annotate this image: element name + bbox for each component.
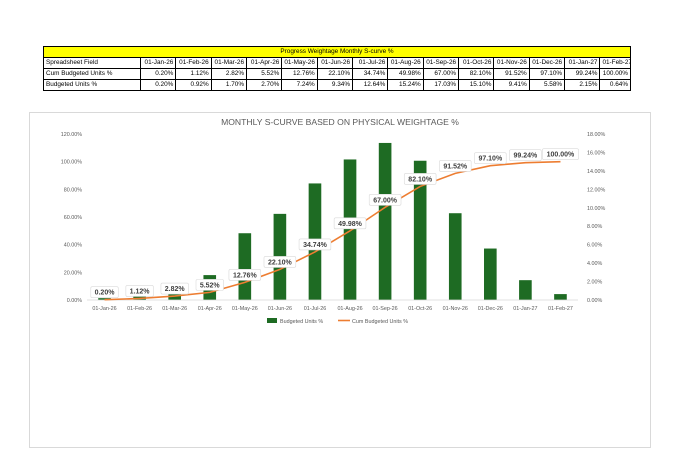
x-tick-label: 01-Jun-26 [268,306,292,312]
table-cell: 1.70% [210,79,248,91]
y-left-tick-label: 20.00% [64,270,82,276]
data-label: 0.20% [95,290,116,297]
data-label: 99.24% [514,153,539,160]
data-label: 12.76% [233,272,258,279]
x-tick-label: 01-Jan-27 [513,306,537,312]
y-right-tick-label: 2.00% [587,280,602,286]
table-cell: 5.58% [528,79,566,91]
x-tick-label: 01-Aug-26 [337,306,362,312]
data-label: 34.74% [303,242,328,249]
data-label: 1.12% [130,288,151,295]
x-tick-label: 01-Oct-26 [408,306,432,312]
x-tick-label: 01-Feb-27 [548,306,573,312]
chart-area [29,112,651,448]
data-label-box [439,160,472,172]
bar [554,294,567,300]
data-label: 2.82% [165,286,186,293]
data-label: 91.52% [443,163,468,170]
y-right-tick-label: 18.00% [587,132,605,138]
table-cell: 7.24% [281,79,318,91]
y-left-tick-label: 120.00% [61,132,82,138]
y-right-tick-label: 6.00% [587,243,602,249]
x-tick-label: 01-May-26 [232,306,258,312]
bar [484,248,497,300]
bar [448,213,462,300]
data-label: 97.10% [478,156,503,163]
y-left-tick-label: 60.00% [64,215,82,221]
y-left-tick-label: 80.00% [64,187,82,193]
progress-table: Progress Weightage Monthly S-curve % Spr… [43,46,631,91]
data-label: 82.10% [408,176,433,183]
legend-label: Budgeted Units % [280,319,323,325]
data-label-box [298,238,332,251]
x-tick-label: 01-Apr-26 [198,306,222,312]
data-label: 49.98% [338,221,363,228]
data-label-box [368,194,402,206]
bar [519,280,532,300]
x-tick-label: 01-Nov-26 [443,306,468,312]
x-tick-label: 01-Dec-26 [478,306,503,312]
table-cell: 0.64% [599,79,631,91]
table-cell: 17.03% [422,79,460,91]
x-tick-label: 01-Feb-26 [127,306,152,312]
x-tick-label: 01-Sep-26 [373,306,398,312]
chart-title: MONTHLY S-CURVE BASED ON PHYSICAL WEIGHT… [221,117,459,127]
x-tick-label: 01-Mar-26 [162,306,187,312]
bar [238,233,252,300]
data-label-box [125,285,154,297]
data-label-box [90,286,119,299]
data-label-box [509,149,542,162]
y-right-tick-label: 0.00% [587,298,602,304]
table-cell: 12.64% [352,79,389,91]
y-right-tick-label: 14.00% [587,169,605,175]
legend-label: Cum Budgeted Units % [352,319,408,325]
x-tick-label: 01-Jan-26 [92,306,116,312]
bar [413,160,427,300]
cumulative-line [104,160,561,301]
legend-swatch-bars [267,318,277,323]
data-label-box [228,269,262,281]
y-right-tick-label: 8.00% [587,224,602,230]
table-cell: 15.24% [387,79,424,91]
table-month-header: 01-Jul-26 [352,57,389,69]
data-label: 67.00% [373,197,398,204]
table-row: Budgeted Units % 0.20% 0.92% 1.70% 2.70% 7.24… [43,79,631,91]
x-tick-label: 01-Jul-26 [304,306,326,312]
table-cell: 15.10% [458,79,495,91]
y-right-tick-label: 12.00% [587,187,605,193]
table-cell: 9.34% [316,79,354,91]
data-label-box [160,282,189,295]
data-label: 100.00% [547,152,575,159]
y-left-tick-label: 40.00% [64,243,82,249]
data-label-box [333,217,367,230]
data-label-box [263,256,297,268]
y-left-tick-label: 100.00% [61,160,82,166]
data-label-box [542,148,579,160]
y-right-tick-label: 10.00% [587,206,605,212]
bar [343,159,357,300]
data-label-box [474,152,507,164]
data-label-box [195,279,224,291]
table-cell: 2.15% [564,79,601,91]
y-left-tick-label: 0.00% [67,298,82,304]
data-label-box [403,173,437,185]
data-label: 5.52% [200,282,221,289]
data-label: 22.10% [268,259,293,266]
table-cell: 82.10% [458,68,495,80]
table-cell: 2.70% [245,79,283,91]
y-right-tick-label: 4.00% [587,261,602,267]
y-right-tick-label: 16.00% [587,150,605,156]
bar [378,142,392,300]
